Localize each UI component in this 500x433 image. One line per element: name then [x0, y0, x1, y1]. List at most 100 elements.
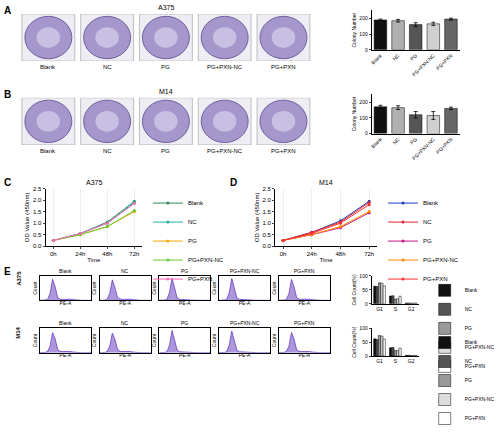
svg-text:Blank: Blank — [465, 339, 478, 345]
svg-text:NC: NC — [121, 268, 129, 274]
svg-text:PE-A: PE-A — [60, 352, 72, 358]
svg-text:Count: Count — [271, 333, 277, 347]
svg-text:NC: NC — [103, 148, 112, 154]
svg-text:G1: G1 — [376, 358, 383, 364]
svg-text:2.0: 2.0 — [33, 197, 42, 203]
svg-text:48h: 48h — [102, 251, 112, 257]
svg-text:NC: NC — [465, 358, 473, 364]
svg-text:Count: Count — [32, 333, 38, 347]
svg-text:PE-A: PE-A — [179, 300, 191, 306]
svg-text:PE-A: PE-A — [60, 300, 72, 306]
svg-text:PG: PG — [409, 136, 418, 145]
svg-text:0h: 0h — [50, 251, 57, 257]
svg-text:M14: M14 — [15, 326, 21, 338]
svg-text:PE-A: PE-A — [119, 300, 131, 306]
svg-text:PG: PG — [188, 238, 197, 244]
svg-text:G2: G2 — [408, 306, 415, 312]
svg-text:G1: G1 — [376, 306, 383, 312]
svg-text:Colony Number: Colony Number — [351, 12, 357, 47]
svg-text:PG: PG — [181, 268, 188, 274]
svg-text:Count: Count — [91, 333, 97, 347]
svg-text:A: A — [4, 5, 11, 16]
svg-text:1.5: 1.5 — [33, 209, 42, 215]
svg-text:72h: 72h — [364, 251, 374, 257]
svg-text:0: 0 — [365, 47, 368, 53]
svg-text:Colony Number: Colony Number — [351, 96, 357, 131]
svg-text:1.5: 1.5 — [262, 209, 271, 215]
svg-text:PG+PXN-NC: PG+PXN-NC — [188, 257, 224, 263]
svg-text:E: E — [4, 266, 11, 277]
svg-text:S: S — [394, 358, 398, 364]
svg-text:PG+PXN-NC: PG+PXN-NC — [230, 268, 260, 274]
svg-text:Count: Count — [271, 281, 277, 295]
svg-text:100: 100 — [359, 115, 368, 121]
svg-text:0.5: 0.5 — [262, 232, 271, 238]
svg-text:PE-A: PE-A — [119, 352, 131, 358]
svg-text:Blank: Blank — [423, 200, 439, 206]
svg-text:2.5: 2.5 — [33, 186, 42, 192]
svg-text:PG+PXN: PG+PXN — [465, 415, 486, 421]
svg-text:0.0: 0.0 — [33, 243, 42, 249]
svg-text:Count: Count — [32, 281, 38, 295]
svg-text:NC: NC — [391, 136, 401, 146]
svg-text:Blank: Blank — [40, 148, 56, 154]
svg-text:PG+PXN: PG+PXN — [271, 148, 296, 154]
svg-text:50: 50 — [362, 339, 368, 345]
svg-text:Count: Count — [211, 281, 217, 295]
svg-text:24h: 24h — [307, 251, 317, 257]
svg-text:PG+PXN-NC: PG+PXN-NC — [207, 148, 243, 154]
svg-text:PG: PG — [161, 148, 170, 154]
svg-text:PG+PXN: PG+PXN — [423, 276, 448, 282]
svg-text:0: 0 — [365, 301, 368, 307]
svg-text:Blank: Blank — [40, 64, 56, 70]
svg-text:Time: Time — [87, 257, 101, 263]
svg-text:0: 0 — [365, 353, 368, 359]
svg-text:200: 200 — [359, 99, 368, 105]
svg-text:48h: 48h — [335, 251, 345, 257]
svg-text:1.0: 1.0 — [33, 220, 42, 226]
svg-text:100: 100 — [359, 31, 368, 37]
svg-text:PG+PXN: PG+PXN — [294, 320, 315, 326]
svg-text:G2: G2 — [408, 358, 415, 364]
svg-text:NC: NC — [103, 64, 112, 70]
svg-text:PE-A: PE-A — [179, 352, 191, 358]
svg-text:0.5: 0.5 — [33, 232, 42, 238]
svg-text:NC: NC — [188, 219, 197, 225]
svg-text:PG+PXN: PG+PXN — [294, 268, 315, 274]
svg-text:0: 0 — [365, 130, 368, 136]
svg-text:PE-A: PE-A — [298, 352, 310, 358]
svg-text:Count: Count — [151, 333, 157, 347]
svg-text:PG+PXN-NC: PG+PXN-NC — [465, 396, 495, 402]
svg-text:Count: Count — [151, 281, 157, 295]
svg-text:PG: PG — [465, 325, 472, 331]
svg-text:OD Value (450nm): OD Value (450nm) — [254, 193, 260, 243]
svg-text:PG: PG — [161, 64, 170, 70]
svg-text:Cell Count(%): Cell Count(%) — [351, 326, 357, 357]
svg-text:PE-A: PE-A — [239, 300, 251, 306]
svg-text:200: 200 — [359, 15, 368, 21]
svg-text:0h: 0h — [280, 251, 287, 257]
svg-text:Blank: Blank — [370, 136, 383, 149]
svg-text:C: C — [4, 177, 11, 188]
svg-text:PG+PXN-NC: PG+PXN-NC — [411, 52, 436, 77]
svg-text:M14: M14 — [319, 179, 333, 186]
svg-text:PG: PG — [465, 377, 472, 383]
svg-text:D: D — [230, 177, 237, 188]
svg-text:NC: NC — [121, 320, 129, 326]
svg-text:PG+PXN-NC: PG+PXN-NC — [207, 64, 243, 70]
svg-text:PG: PG — [181, 320, 188, 326]
svg-text:PG+PXN: PG+PXN — [271, 64, 296, 70]
svg-text:24h: 24h — [75, 251, 85, 257]
svg-text:Blank: Blank — [59, 268, 72, 274]
svg-text:PG+PXN-NC: PG+PXN-NC — [423, 257, 459, 263]
svg-text:PG+PXN-NC: PG+PXN-NC — [411, 136, 436, 161]
svg-text:Blank: Blank — [188, 200, 204, 206]
svg-text:50: 50 — [362, 287, 368, 293]
svg-text:Blank: Blank — [465, 287, 478, 293]
svg-text:PG+PXN: PG+PXN — [188, 276, 213, 282]
svg-text:2.0: 2.0 — [262, 197, 271, 203]
svg-text:A375: A375 — [158, 4, 174, 11]
svg-text:NC: NC — [391, 52, 401, 62]
svg-text:Time: Time — [320, 257, 334, 263]
svg-text:Blank: Blank — [59, 320, 72, 326]
